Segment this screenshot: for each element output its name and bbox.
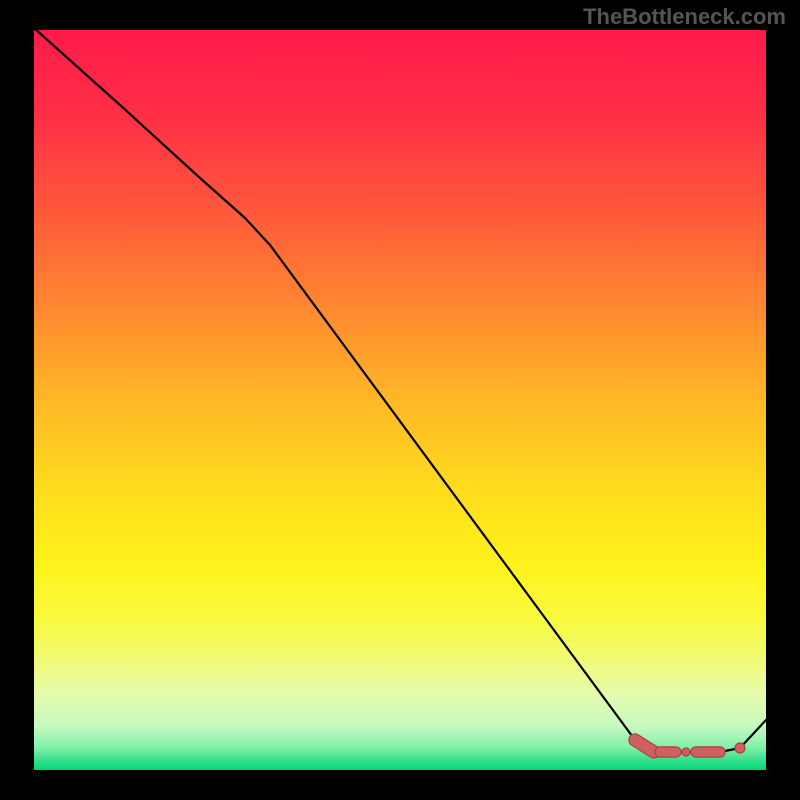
- gradient-background: [34, 30, 766, 770]
- watermark-text: TheBottleneck.com: [583, 4, 786, 30]
- chart-svg-overlay: [0, 0, 800, 800]
